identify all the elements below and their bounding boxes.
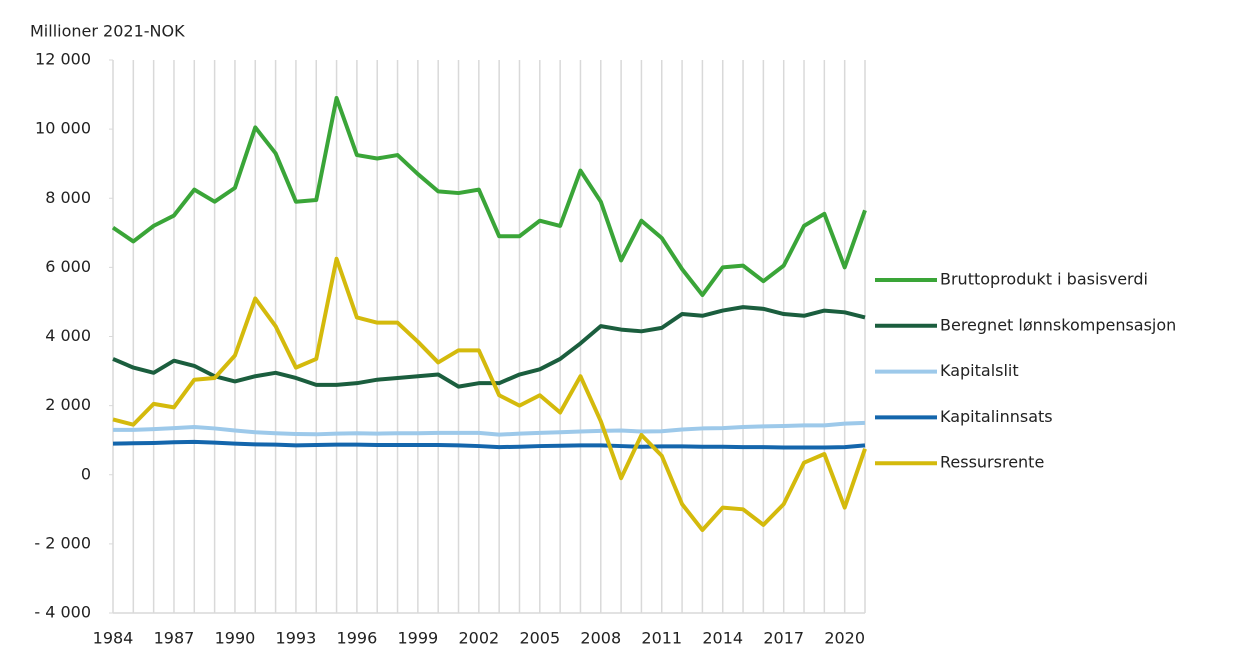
- y-tick-label: - 4 000: [34, 603, 91, 622]
- series-line: [113, 420, 866, 437]
- y-tick-label: 8 000: [45, 188, 91, 207]
- x-tick-label: 2011: [641, 629, 682, 648]
- y-tick-label: 10 000: [35, 119, 91, 138]
- legend-label: Kapitalslit: [940, 361, 1019, 380]
- legend-label: Ressursrente: [940, 453, 1044, 472]
- series-line: [112, 439, 866, 450]
- legend-label: Beregnet lønnskompensasjon: [940, 315, 1176, 334]
- legend-label: Kapitalinnsats: [940, 407, 1053, 426]
- x-tick-label: 2020: [824, 629, 865, 648]
- y-axis-label: Millioner 2021-NOK: [30, 22, 185, 41]
- x-tick-label: 1996: [337, 629, 378, 648]
- x-tick-label: 1990: [215, 629, 256, 648]
- x-tick-label: 2005: [519, 629, 560, 648]
- x-tick-label: 2017: [763, 629, 804, 648]
- y-tick-label: 4 000: [45, 326, 91, 345]
- y-tick-label: 12 000: [35, 50, 91, 69]
- x-tick-label: 1984: [93, 629, 134, 648]
- x-tick-label: 2008: [580, 629, 621, 648]
- series-line: [112, 305, 866, 389]
- x-tick-label: 1987: [154, 629, 195, 648]
- series-line: [111, 96, 867, 298]
- y-tick-label: 2 000: [45, 395, 91, 414]
- y-tick-label: 6 000: [45, 257, 91, 276]
- legend-label: Bruttoprodukt i basisverdi: [940, 270, 1148, 289]
- y-tick-label: - 2 000: [34, 533, 91, 552]
- x-tick-label: 2014: [702, 629, 743, 648]
- x-tick-label: 1993: [276, 629, 317, 648]
- series-line: [112, 256, 867, 533]
- x-tick-label: 2002: [458, 629, 499, 648]
- y-tick-label: 0: [81, 464, 91, 483]
- x-tick-label: 1999: [398, 629, 439, 648]
